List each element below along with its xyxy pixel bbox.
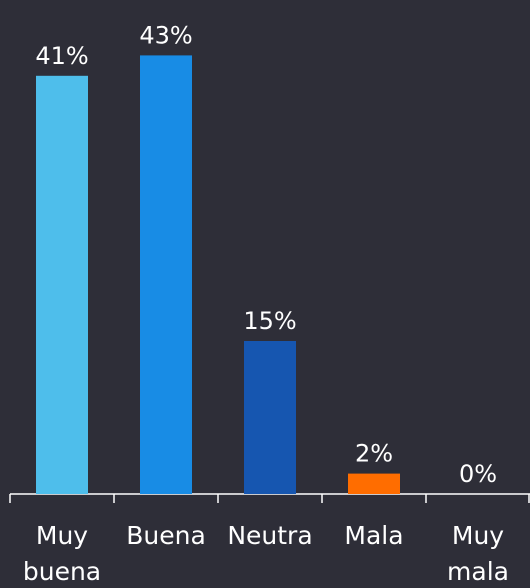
x-tick-label: Mala bbox=[344, 521, 404, 550]
x-tick-label: Muy mala bbox=[447, 521, 509, 586]
value-label: 43% bbox=[139, 21, 192, 49]
bar bbox=[348, 473, 400, 494]
value-label: 15% bbox=[243, 307, 296, 335]
value-label: 2% bbox=[355, 440, 393, 468]
bar bbox=[140, 55, 192, 495]
x-tick-label: Neutra bbox=[227, 521, 313, 550]
bar bbox=[36, 75, 88, 495]
value-label: 41% bbox=[35, 42, 88, 70]
bar bbox=[244, 341, 296, 494]
value-label: 0% bbox=[459, 460, 497, 488]
x-tick-label: Muy buena bbox=[22, 521, 102, 586]
x-tick-label: Buena bbox=[126, 521, 206, 550]
